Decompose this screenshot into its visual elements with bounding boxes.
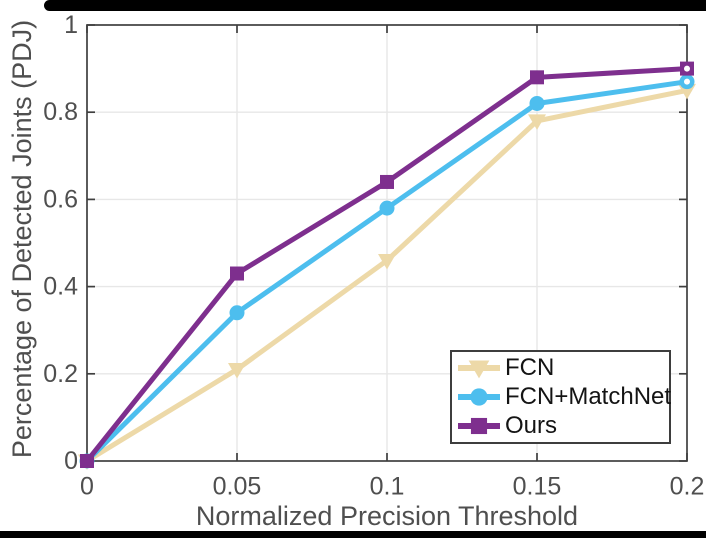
x-axis-label: Normalized Precision Threshold: [195, 501, 579, 531]
y-tick-label: 0.6: [43, 185, 78, 213]
top-black-bar: [44, 0, 706, 11]
bottom-black-bar: [0, 531, 706, 538]
marker-center-dot: [684, 65, 690, 72]
x-tick-label: 0.05: [213, 473, 262, 501]
legend-label: FCN+MatchNet: [505, 382, 672, 410]
marker-circle: [379, 200, 395, 216]
legend-label: Ours: [505, 411, 558, 439]
legend: FCN FCN+MatchNet Ours: [450, 350, 671, 444]
y-tick-label: 0.2: [43, 360, 78, 388]
legend-swatch: [458, 360, 500, 379]
x-tick-label: 0.15: [513, 473, 562, 501]
marker-square: [380, 174, 394, 189]
marker-triangle-down: [678, 83, 696, 100]
legend-item-ours: Ours: [456, 412, 669, 440]
y-tick-label: 0: [64, 447, 78, 475]
y-tick-label: 1: [64, 11, 78, 39]
marker-triangle-down: [468, 360, 490, 379]
marker-circle: [470, 388, 488, 406]
marker-square: [230, 266, 244, 281]
legend-swatch: [458, 388, 500, 406]
marker-square: [80, 454, 94, 468]
marker-circle: [229, 305, 245, 321]
y-axis-label: Percentage of Detected Joints (PDJ): [7, 19, 37, 459]
marker-center-dot: [684, 78, 690, 85]
legend-swatch: [458, 417, 500, 434]
legend-label: FCN: [505, 354, 555, 382]
y-tick-label: 0.8: [43, 98, 78, 126]
x-tick-label: 0.2: [670, 473, 705, 501]
marker-square: [530, 70, 544, 85]
marker-triangle-down: [228, 362, 246, 379]
marker-circle: [529, 95, 545, 111]
y-tick-label: 0.4: [43, 273, 78, 301]
x-tick-label: 0.1: [370, 473, 405, 501]
legend-item-fcn-matchnet: FCN+MatchNet: [456, 382, 672, 411]
x-tick-label: 0: [80, 473, 94, 501]
legend-item-fcn: FCN: [456, 354, 669, 382]
marker-square: [470, 417, 488, 434]
marker-triangle-down: [378, 253, 396, 270]
series-ours: [80, 61, 694, 468]
marker-triangle-down: [528, 114, 546, 130]
